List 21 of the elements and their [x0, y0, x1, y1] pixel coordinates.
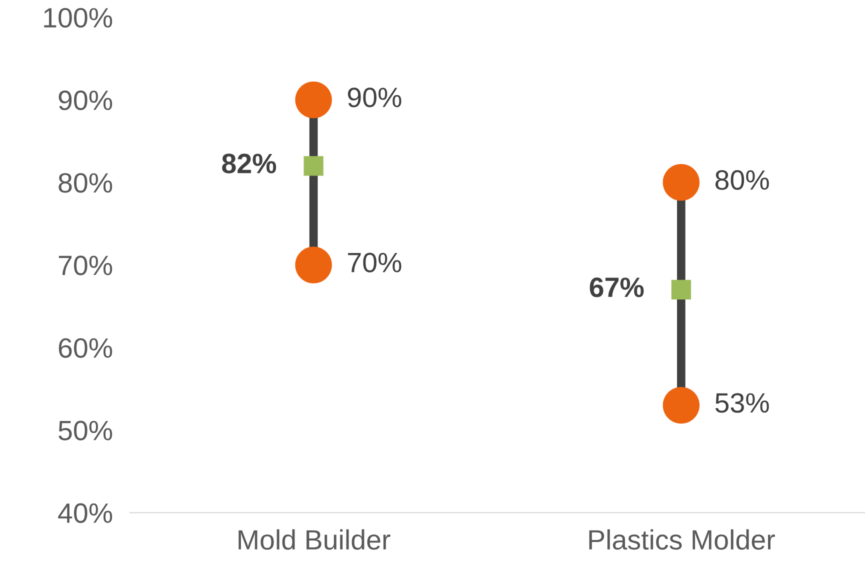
y-tick-label: 60%	[58, 338, 112, 358]
data-label: 53%	[715, 393, 769, 413]
point	[295, 246, 332, 284]
y-tick-label: 50%	[58, 420, 112, 440]
data-label: 90%	[348, 88, 402, 108]
x-tick-label: Plastics Molder	[589, 529, 775, 550]
data-label: 80%	[715, 170, 769, 190]
y-tick-label: 40%	[58, 503, 112, 523]
data-label: 82%	[222, 154, 276, 174]
point	[662, 386, 700, 424]
y-tick-label: 90%	[58, 90, 112, 110]
x-tick-label: Mold Builder	[238, 529, 390, 550]
y-tick-label: 100%	[44, 8, 112, 28]
point	[662, 164, 700, 201]
point	[295, 81, 332, 118]
point	[671, 280, 692, 300]
y-tick-label: 80%	[58, 173, 112, 193]
data-label: 70%	[348, 252, 402, 272]
point	[304, 156, 324, 176]
y-tick-label: 70%	[58, 256, 112, 276]
data-label: 67%	[590, 278, 644, 298]
